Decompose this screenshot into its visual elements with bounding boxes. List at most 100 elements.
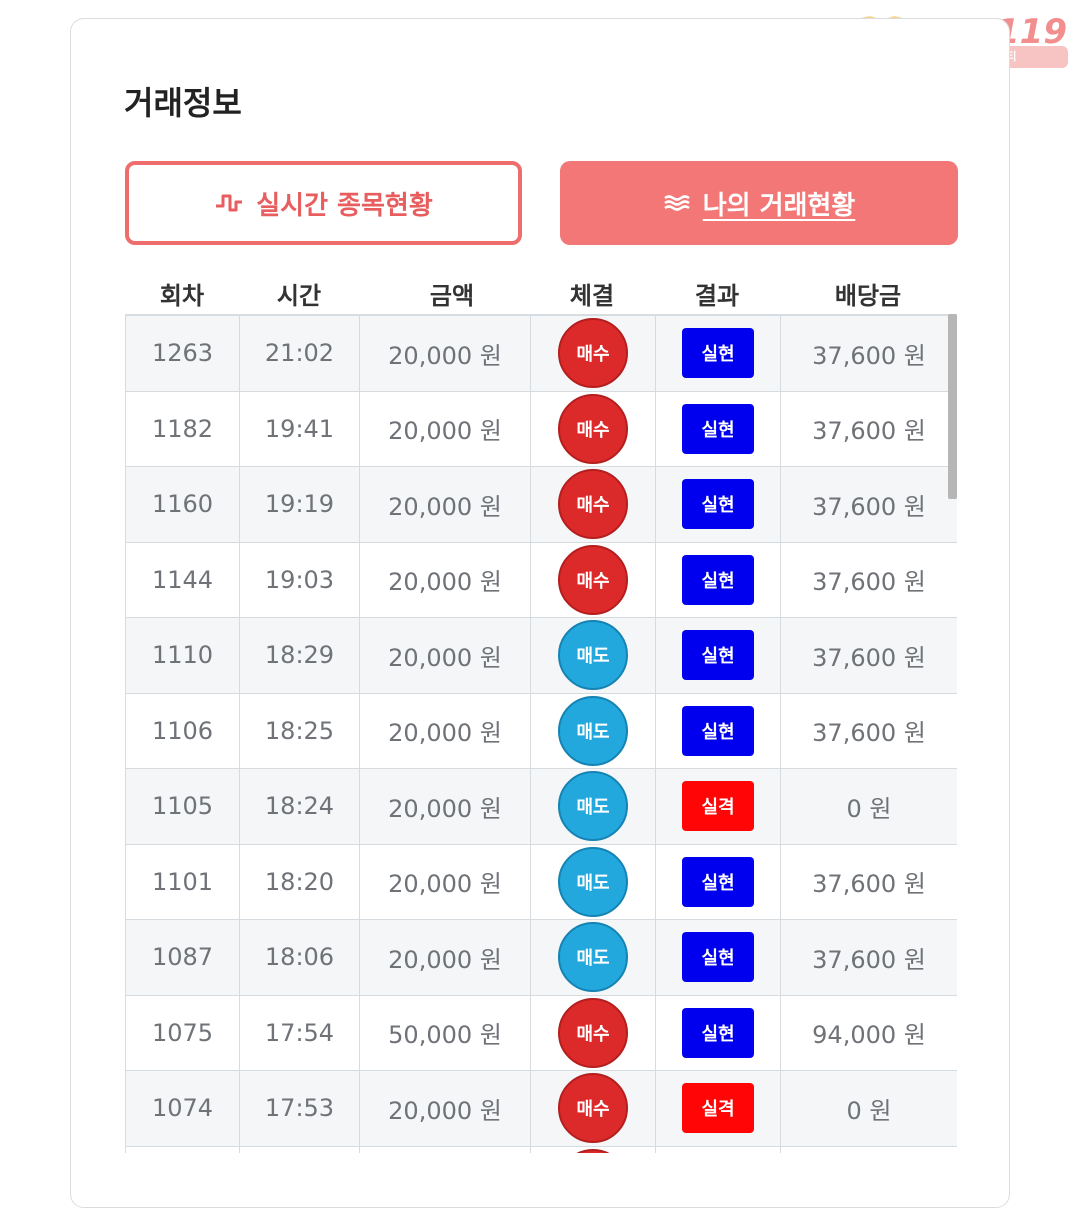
cell-side: 매수	[530, 315, 656, 392]
realized-badge: 실현	[682, 403, 754, 454]
cell-round	[125, 1145, 240, 1153]
table-row: 1101 18:20 20,000 원 매도 실현 37,600 원	[125, 843, 957, 920]
cell-time: 17:53	[239, 1070, 360, 1147]
waves-icon	[663, 195, 690, 211]
cell-time	[239, 1145, 360, 1153]
cell-round: 1110	[125, 617, 240, 694]
cell-amount: 20,000 원	[359, 315, 531, 392]
buy-badge: 매수	[558, 469, 628, 540]
cell-payout: 37,600 원	[780, 919, 957, 996]
cell-payout: 37,600 원	[780, 692, 957, 769]
cell-round: 1101	[125, 843, 240, 920]
cell-amount: 20,000 원	[359, 843, 531, 920]
table-row: 1074 17:53 20,000 원 매수 실격 0 원	[125, 1070, 957, 1147]
header-payout: 배당금	[834, 282, 902, 310]
header-side: 체결	[569, 282, 615, 310]
cell-round: 1106	[125, 692, 240, 769]
cell-result: 실현	[655, 541, 781, 618]
cell-side: 매도	[530, 919, 656, 996]
cell-amount	[359, 1145, 531, 1153]
realized-badge: 실현	[682, 328, 754, 379]
cell-time: 19:19	[239, 466, 360, 543]
cell-payout: 37,600 원	[780, 390, 957, 467]
cell-time: 17:54	[239, 994, 360, 1071]
cell-round: 1075	[125, 994, 240, 1071]
cell-result: 실현	[655, 390, 781, 467]
table-row: 1144 19:03 20,000 원 매수 실현 37,600 원	[125, 541, 957, 618]
cell-side: 매수	[530, 541, 656, 618]
cell-payout: 37,600 원	[780, 315, 957, 392]
cell-payout: 0 원	[780, 1070, 957, 1147]
cell-result: 실현	[655, 919, 781, 996]
cell-time: 18:24	[239, 768, 360, 845]
cell-time: 18:25	[239, 692, 360, 769]
table-row: 1087 18:06 20,000 원 매도 실현 37,600 원	[125, 919, 957, 996]
cell-round: 1263	[125, 315, 240, 392]
cell-round: 1144	[125, 541, 240, 618]
realized-badge: 실현	[682, 1007, 754, 1058]
cell-payout: 37,600 원	[780, 617, 957, 694]
table-row: 1106 18:25 20,000 원 매도 실현 37,600 원	[125, 692, 957, 769]
buy-badge: 매수	[558, 393, 628, 464]
realized-badge: 실현	[682, 932, 754, 983]
trade-table-scroll[interactable]: 1263 21:02 20,000 원 매수 실현 37,600 원 1182 19:41 20…	[125, 314, 957, 1153]
cell-round: 1160	[125, 466, 240, 543]
tab-mine-label: 나의 거래현황	[702, 190, 856, 221]
cell-payout: 0 원	[780, 768, 957, 845]
cell-payout: 94,000 원	[780, 994, 957, 1071]
table-row: 1263 21:02 20,000 원 매수 실현 37,600 원	[125, 315, 957, 392]
realized-badge: 실현	[682, 630, 754, 681]
cell-side: 매수	[530, 390, 656, 467]
tab-live-label: 실시간 종목현황	[256, 190, 433, 221]
cell-result: 실격	[655, 1070, 781, 1147]
tab-live-status[interactable]: 실시간 종목현황	[125, 161, 522, 245]
sell-badge: 매도	[558, 922, 628, 993]
buy-badge: 매수	[558, 997, 628, 1068]
cell-result	[655, 1145, 781, 1153]
cell-payout	[780, 1145, 957, 1153]
cell-round: 1105	[125, 768, 240, 845]
tab-my-trades[interactable]: 나의 거래현황	[560, 161, 958, 245]
cell-round: 1087	[125, 919, 240, 996]
table-scrollbar[interactable]	[948, 314, 957, 499]
trade-table: 1263 21:02 20,000 원 매수 실현 37,600 원 1182 19:41 20…	[125, 315, 957, 1153]
cell-time: 21:02	[239, 315, 360, 392]
realized-badge: 실현	[682, 705, 754, 756]
cell-result: 실현	[655, 466, 781, 543]
cell-time: 18:06	[239, 919, 360, 996]
buy-badge: 매수	[558, 318, 628, 389]
cell-payout: 37,600 원	[780, 843, 957, 920]
realized-badge: 실현	[682, 554, 754, 605]
cell-result: 실현	[655, 617, 781, 694]
cell-payout: 37,600 원	[780, 466, 957, 543]
cell-side: 매수	[530, 466, 656, 543]
cell-side: 매수	[530, 1145, 656, 1153]
sell-badge: 매도	[558, 695, 628, 766]
cell-round: 1074	[125, 1070, 240, 1147]
cell-amount: 50,000 원	[359, 994, 531, 1071]
buy-badge: 매수	[558, 1148, 628, 1153]
cell-result: 실현	[655, 315, 781, 392]
table-row: 매수	[125, 1145, 957, 1153]
cell-time: 18:29	[239, 617, 360, 694]
cell-amount: 20,000 원	[359, 466, 531, 543]
realized-badge: 실현	[682, 479, 754, 530]
header-time: 시간	[276, 282, 322, 310]
realized-badge: 실현	[682, 856, 754, 907]
cell-amount: 20,000 원	[359, 617, 531, 694]
cell-side: 매도	[530, 768, 656, 845]
cell-side: 매도	[530, 617, 656, 694]
cell-time: 19:41	[239, 390, 360, 467]
cell-amount: 20,000 원	[359, 541, 531, 618]
cell-result: 실현	[655, 843, 781, 920]
sell-badge: 매도	[558, 846, 628, 917]
cell-amount: 20,000 원	[359, 919, 531, 996]
sell-badge: 매도	[558, 771, 628, 842]
cell-result: 실격	[655, 768, 781, 845]
cell-time: 19:03	[239, 541, 360, 618]
cell-amount: 20,000 원	[359, 1070, 531, 1147]
table-header: 회차 시간 금액 체결 결과 배당금	[125, 268, 957, 314]
header-round: 회차	[159, 282, 205, 310]
buy-badge: 매수	[558, 1073, 628, 1144]
pulse-icon	[216, 194, 243, 212]
